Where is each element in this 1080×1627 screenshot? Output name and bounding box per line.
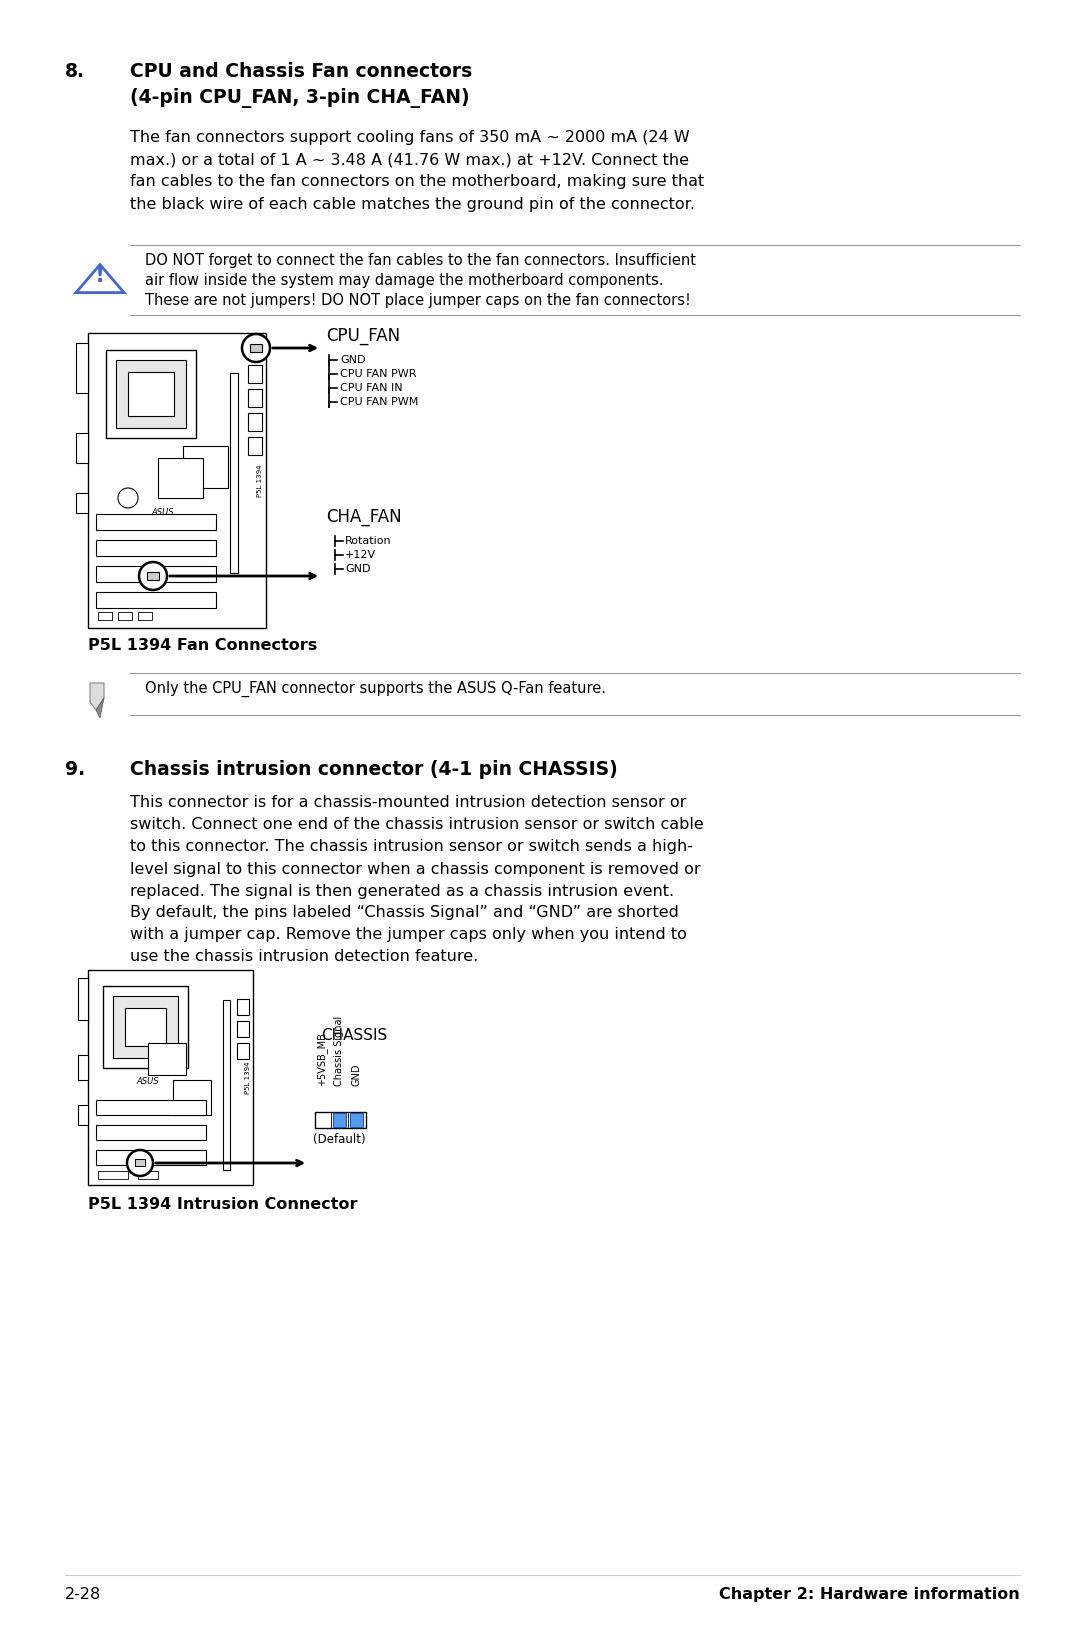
Bar	[237, 1022, 249, 1036]
Text: ASUS: ASUS	[151, 508, 174, 517]
Bar	[96, 1124, 206, 1141]
Bar	[87, 334, 266, 628]
Text: Chassis Signal: Chassis Signal	[334, 1015, 345, 1085]
Text: P5L 1394 Intrusion Connector: P5L 1394 Intrusion Connector	[87, 1197, 357, 1212]
Text: GND: GND	[351, 1064, 361, 1085]
Text: P5L 1394: P5L 1394	[245, 1062, 251, 1095]
Circle shape	[127, 1150, 153, 1176]
Bar	[350, 1113, 363, 1128]
Text: CHA_FAN: CHA_FAN	[326, 508, 402, 526]
Text: CPU FAN PWM: CPU FAN PWM	[340, 397, 418, 407]
Bar	[78, 978, 87, 1020]
Bar	[118, 612, 132, 620]
Bar	[183, 446, 228, 488]
Bar	[147, 573, 159, 579]
Text: CPU FAN PWR: CPU FAN PWR	[340, 369, 417, 379]
Bar	[96, 566, 216, 582]
Circle shape	[242, 334, 270, 361]
Bar	[76, 433, 87, 464]
Text: +12V: +12V	[345, 550, 376, 560]
Bar	[106, 350, 195, 438]
Text: 8.: 8.	[65, 62, 85, 81]
Text: (4-pin CPU_FAN, 3-pin CHA_FAN): (4-pin CPU_FAN, 3-pin CHA_FAN)	[130, 88, 470, 107]
Text: 2-28: 2-28	[65, 1586, 102, 1603]
Circle shape	[118, 488, 138, 508]
Bar	[138, 612, 152, 620]
Text: CPU and Chassis Fan connectors: CPU and Chassis Fan connectors	[130, 62, 472, 81]
Bar	[248, 438, 262, 456]
Bar	[98, 612, 112, 620]
Bar	[98, 1171, 129, 1180]
Text: GND: GND	[345, 565, 370, 574]
Bar	[249, 343, 262, 351]
Text: These are not jumpers! DO NOT place jumper caps on the fan connectors!: These are not jumpers! DO NOT place jump…	[145, 293, 691, 308]
Bar	[96, 592, 216, 608]
Text: By default, the pins labeled “Chassis Signal” and “GND” are shorted
with a jumpe: By default, the pins labeled “Chassis Si…	[130, 905, 687, 965]
Bar	[222, 1001, 230, 1170]
Bar	[237, 999, 249, 1015]
Bar	[96, 1100, 206, 1114]
Bar	[230, 373, 238, 573]
Text: CHASSIS: CHASSIS	[321, 1028, 388, 1043]
Text: (Default): (Default)	[313, 1132, 365, 1145]
Text: 9.: 9.	[65, 760, 85, 779]
Polygon shape	[96, 698, 104, 718]
Text: Only the CPU_FAN connector supports the ASUS Q-Fan feature.: Only the CPU_FAN connector supports the …	[145, 682, 606, 698]
Bar	[333, 1113, 346, 1128]
Bar	[173, 1080, 211, 1114]
Bar	[129, 373, 174, 417]
Text: DO NOT forget to connect the fan cables to the fan connectors. Insufficient: DO NOT forget to connect the fan cables …	[145, 254, 696, 268]
Bar	[125, 1009, 166, 1046]
Text: Rotation: Rotation	[345, 535, 392, 547]
Bar	[76, 343, 87, 394]
Text: Chapter 2: Hardware information: Chapter 2: Hardware information	[719, 1586, 1020, 1603]
Bar	[96, 540, 216, 556]
Text: P5L 1394 Fan Connectors: P5L 1394 Fan Connectors	[87, 638, 318, 652]
Text: !: !	[95, 265, 105, 286]
Bar	[148, 1043, 186, 1075]
Text: GND: GND	[340, 355, 365, 364]
Bar	[103, 986, 188, 1067]
Text: air flow inside the system may damage the motherboard components.: air flow inside the system may damage th…	[145, 273, 663, 288]
Bar	[158, 457, 203, 498]
Text: Chassis intrusion connector (4-1 pin CHASSIS): Chassis intrusion connector (4-1 pin CHA…	[130, 760, 618, 779]
Bar	[76, 493, 87, 513]
Bar	[78, 1105, 87, 1124]
Text: CPU FAN IN: CPU FAN IN	[340, 382, 403, 394]
Bar	[96, 514, 216, 530]
Text: This connector is for a chassis-mounted intrusion detection sensor or
switch. Co: This connector is for a chassis-mounted …	[130, 796, 704, 898]
Bar	[116, 360, 186, 428]
Bar	[96, 1150, 206, 1165]
Bar	[135, 1158, 145, 1167]
Bar	[237, 1043, 249, 1059]
Text: ASUS: ASUS	[137, 1077, 160, 1085]
Text: P5L 1394: P5L 1394	[257, 465, 264, 498]
Bar	[248, 364, 262, 382]
Bar	[248, 413, 262, 431]
Text: The fan connectors support cooling fans of 350 mA ~ 2000 mA (24 W
max.) or a tot: The fan connectors support cooling fans …	[130, 130, 704, 212]
Bar	[248, 389, 262, 407]
Bar	[315, 1111, 366, 1128]
Bar	[113, 996, 178, 1058]
Text: +5VSB_MB: +5VSB_MB	[316, 1032, 327, 1085]
Circle shape	[139, 561, 167, 591]
Bar	[87, 970, 253, 1184]
Text: CPU_FAN: CPU_FAN	[326, 327, 400, 345]
Polygon shape	[90, 683, 104, 709]
Bar	[138, 1171, 158, 1180]
Bar	[78, 1054, 87, 1080]
